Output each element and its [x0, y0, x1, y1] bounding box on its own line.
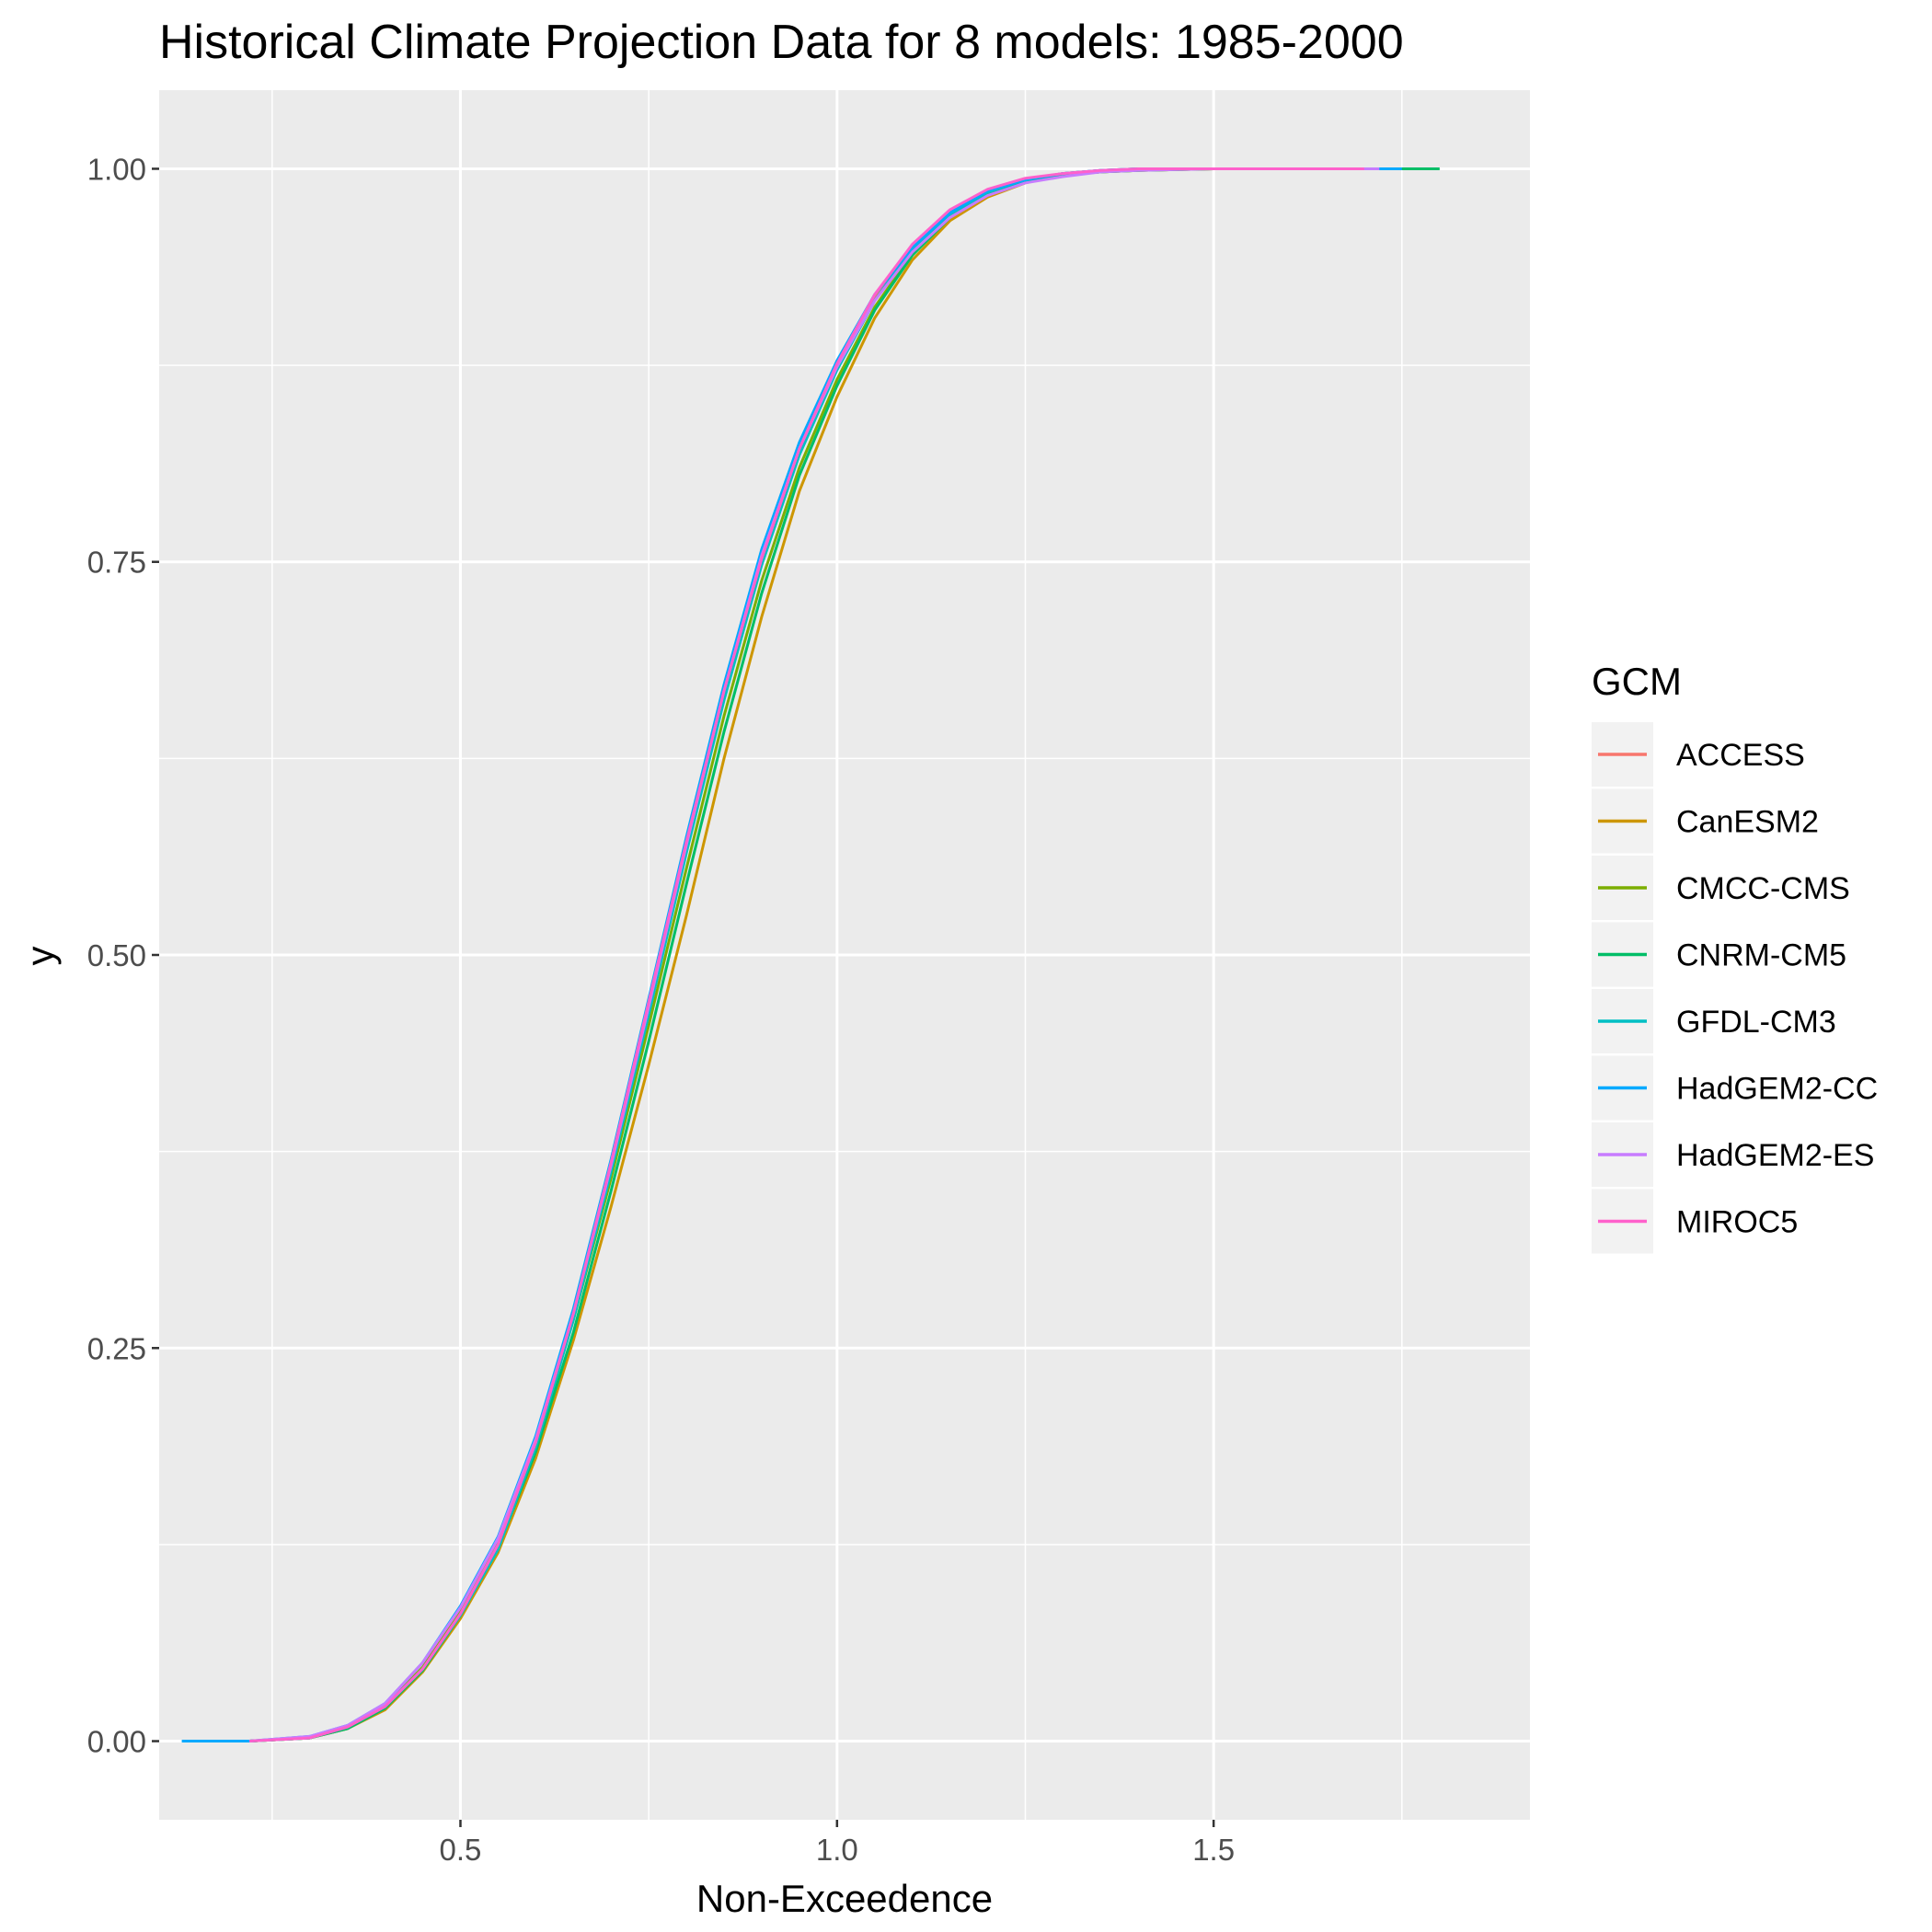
x-axis: 0.5 1.0 1.5: [440, 1820, 1235, 1867]
legend-item-cnrm-cm5: CNRM-CM5: [1592, 922, 1846, 987]
x-axis-title: Non-Exceedence: [696, 1877, 993, 1920]
legend-label: GFDL-CM3: [1676, 1005, 1836, 1040]
series-line-miroc5: [249, 167, 1364, 1742]
legend-label: HadGEM2-CC: [1676, 1072, 1878, 1107]
legend: GCM ACCESS CanESM2 CMCC-CMS CNRM-CM5 GFDL-CM…: [1592, 660, 1878, 1254]
legend-label: MIROC5: [1676, 1205, 1798, 1240]
y-tick-label: 0.75: [87, 546, 146, 580]
legend-label: CanESM2: [1676, 805, 1819, 840]
legend-item-hadgem2-es: HadGEM2-ES: [1592, 1122, 1874, 1187]
legend-label: CMCC-CMS: [1676, 871, 1850, 906]
legend-item-cmcc-cms: CMCC-CMS: [1592, 856, 1850, 920]
legend-item-gfdl-cm3: GFDL-CM3: [1592, 989, 1836, 1053]
y-axis-title: y: [18, 947, 62, 966]
x-tick-label: 1.5: [1192, 1833, 1235, 1867]
x-tick-label: 0.5: [440, 1833, 482, 1867]
legend-label: CNRM-CM5: [1676, 938, 1846, 973]
legend-item-canesm2: CanESM2: [1592, 788, 1819, 854]
major-gridlines: [159, 90, 1530, 1820]
y-tick-label: 0.00: [87, 1725, 146, 1759]
series-lines: [181, 167, 1440, 1742]
legend-item-access: ACCESS: [1592, 722, 1805, 787]
legend-label: HadGEM2-ES: [1676, 1138, 1874, 1173]
y-tick-label: 0.50: [87, 938, 146, 972]
y-axis: 0.00 0.25 0.50 0.75 1.00: [87, 152, 159, 1759]
y-tick-label: 0.25: [87, 1331, 146, 1365]
chart-title: Historical Climate Projection Data for 8…: [159, 16, 1404, 69]
legend-label: ACCESS: [1676, 738, 1805, 773]
legend-item-hadgem2-cc: HadGEM2-CC: [1592, 1055, 1878, 1121]
x-tick-label: 1.0: [816, 1833, 858, 1867]
y-tick-label: 1.00: [87, 152, 146, 186]
legend-items: ACCESS CanESM2 CMCC-CMS CNRM-CM5 GFDL-CM3 Had…: [1592, 722, 1878, 1254]
legend-item-miroc5: MIROC5: [1592, 1189, 1798, 1254]
legend-title: GCM: [1592, 660, 1682, 703]
